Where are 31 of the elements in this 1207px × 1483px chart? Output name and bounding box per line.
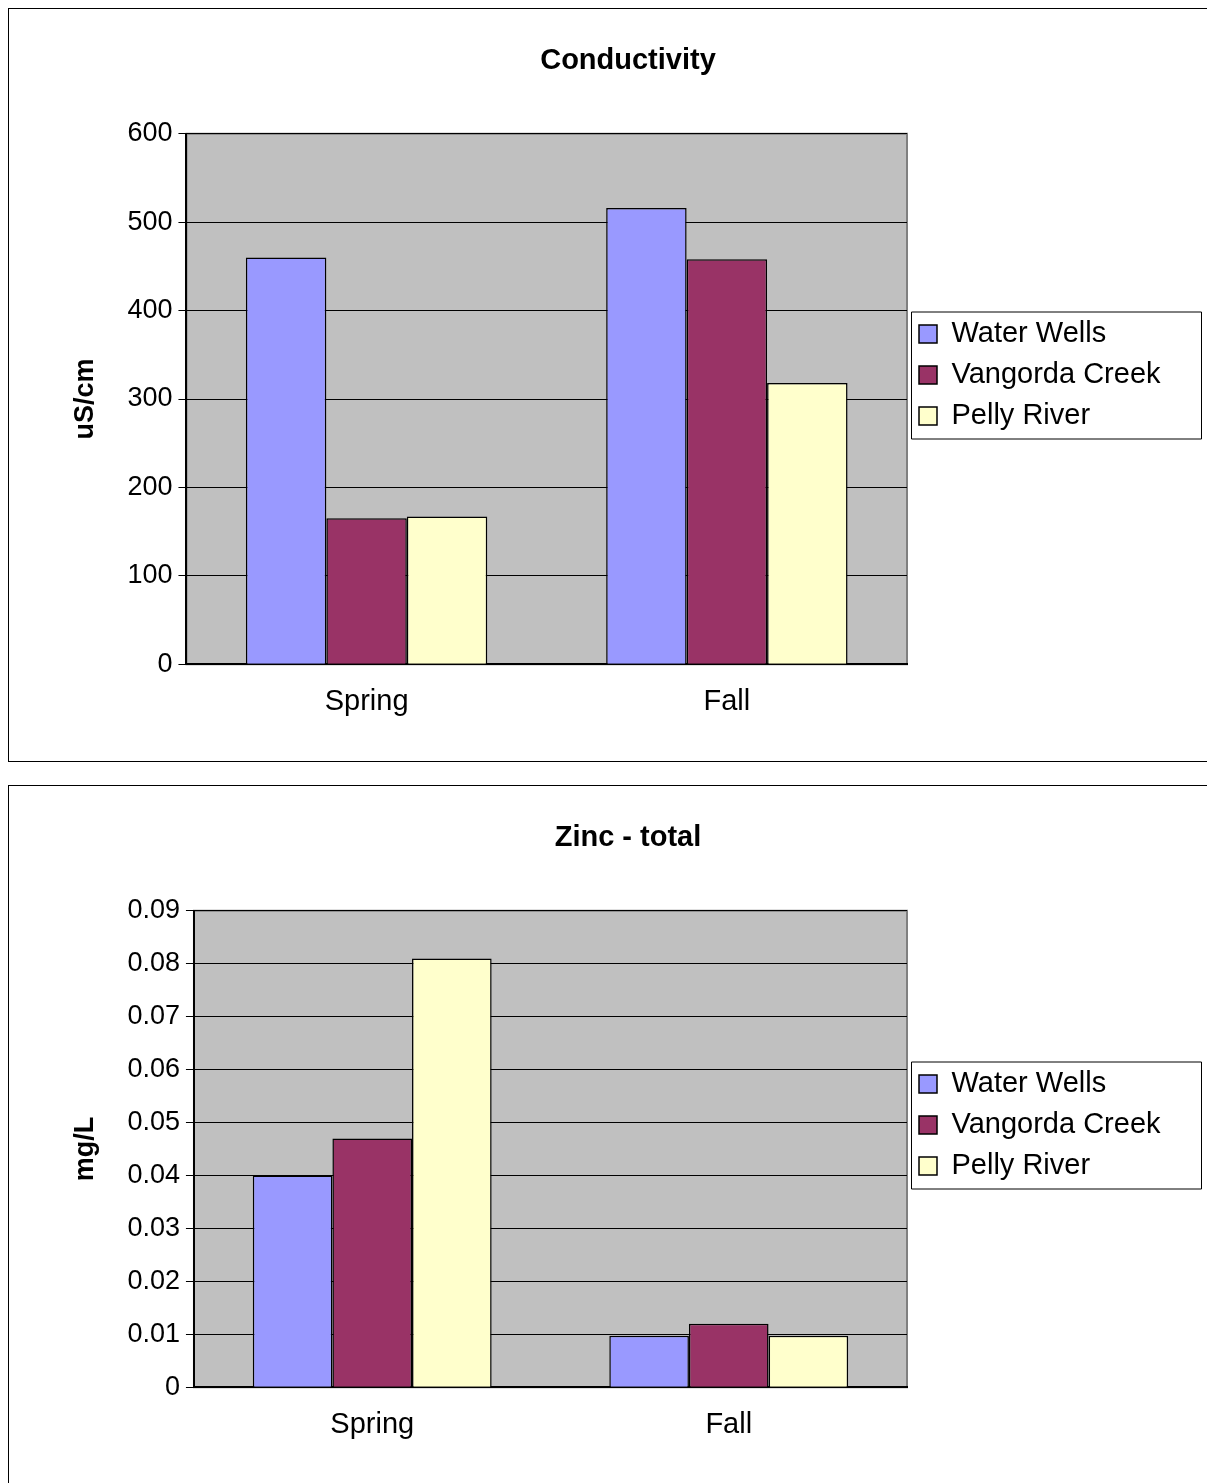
y-tick-label: 200 [127,470,173,501]
y-tick-label: 0.07 [127,1000,180,1031]
y-tick-label: 0.02 [127,1264,180,1295]
x-tick-label: Fall [705,1406,753,1439]
chart-title: Conductivity [540,43,716,76]
x-tick-label: Spring [324,683,409,716]
y-tick-label: 0 [164,1370,180,1401]
y-tick-label: 0 [157,647,173,678]
y-tick-label: 0.09 [127,894,180,925]
x-tick-label: Spring [330,1406,415,1439]
y-axis-title: mg/L [68,1116,99,1182]
x-tick-label: Fall [703,683,751,716]
legend-label: Pelly River [951,398,1091,430]
legend-label: Water Wells [951,1066,1107,1098]
y-tick-label: 0.03 [127,1211,180,1242]
y-tick-label: 100 [127,559,173,590]
y-tick-label: 0.06 [127,1053,180,1084]
legend-label: Pelly River [951,1148,1091,1180]
legend-label: Vangorda Creek [951,357,1162,389]
chart-title: Zinc - total [554,820,702,853]
legend-label: Water Wells [951,316,1107,348]
y-tick-label: 0.01 [127,1317,180,1348]
y-tick-label: 0.04 [127,1158,180,1189]
y-tick-label: 0.08 [127,947,180,978]
y-tick-label: 0.05 [127,1105,180,1136]
y-tick-label: 400 [127,294,173,325]
legend-label: Vangorda Creek [951,1107,1162,1139]
y-tick-label: 600 [127,117,173,148]
y-tick-label: 300 [127,382,173,413]
y-tick-label: 500 [127,205,173,236]
y-axis-title: uS/cm [68,358,99,440]
